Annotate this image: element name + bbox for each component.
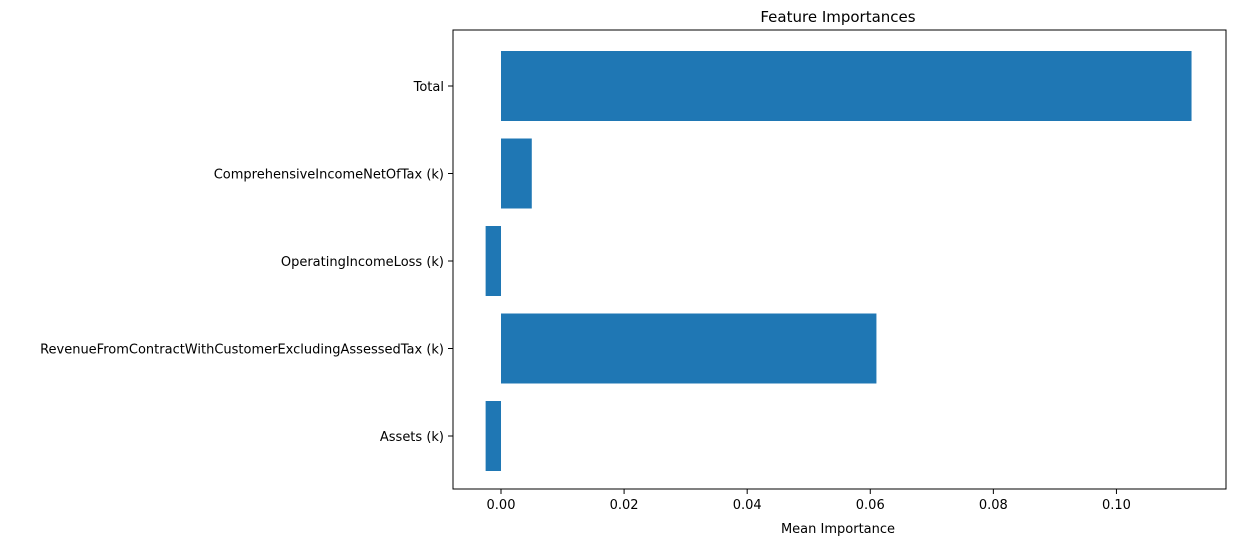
bars-group	[485, 51, 1192, 471]
plot-frame	[452, 29, 1227, 490]
x-tick-label: 0.08	[979, 498, 1008, 513]
chart-title: Feature Importances	[760, 8, 915, 26]
y-axis-ticks: Total ComprehensiveIncomeNetOfTax (k) Oper…	[40, 80, 453, 445]
x-tick-label: 0.06	[856, 498, 885, 513]
x-axis-ticks: 0.00 0.02 0.04 0.06 0.08 0.10	[487, 489, 1131, 513]
bar-comprehensiveincomenetoftax-k	[501, 138, 532, 209]
y-tick-label: ComprehensiveIncomeNetOfTax (k)	[214, 168, 444, 183]
x-axis-label: Mean Importance	[781, 522, 895, 537]
bar-total	[501, 51, 1192, 121]
y-tick-label: OperatingIncomeLoss (k)	[281, 255, 444, 270]
x-tick-label: 0.00	[487, 498, 516, 513]
bar-operatingincomeloss-k	[485, 226, 502, 296]
bar-assets-k	[485, 401, 502, 471]
y-tick-label: Total	[413, 80, 444, 95]
y-tick-label: RevenueFromContractWithCustomerExcluding…	[40, 343, 444, 358]
x-tick-label: 0.10	[1102, 498, 1131, 513]
bar-revenuefromcontractwithcustomerexcludingassessedtax-k	[501, 313, 877, 384]
x-tick-label: 0.02	[610, 498, 639, 513]
y-tick-label: Assets (k)	[380, 430, 444, 445]
x-tick-label: 0.04	[733, 498, 762, 513]
